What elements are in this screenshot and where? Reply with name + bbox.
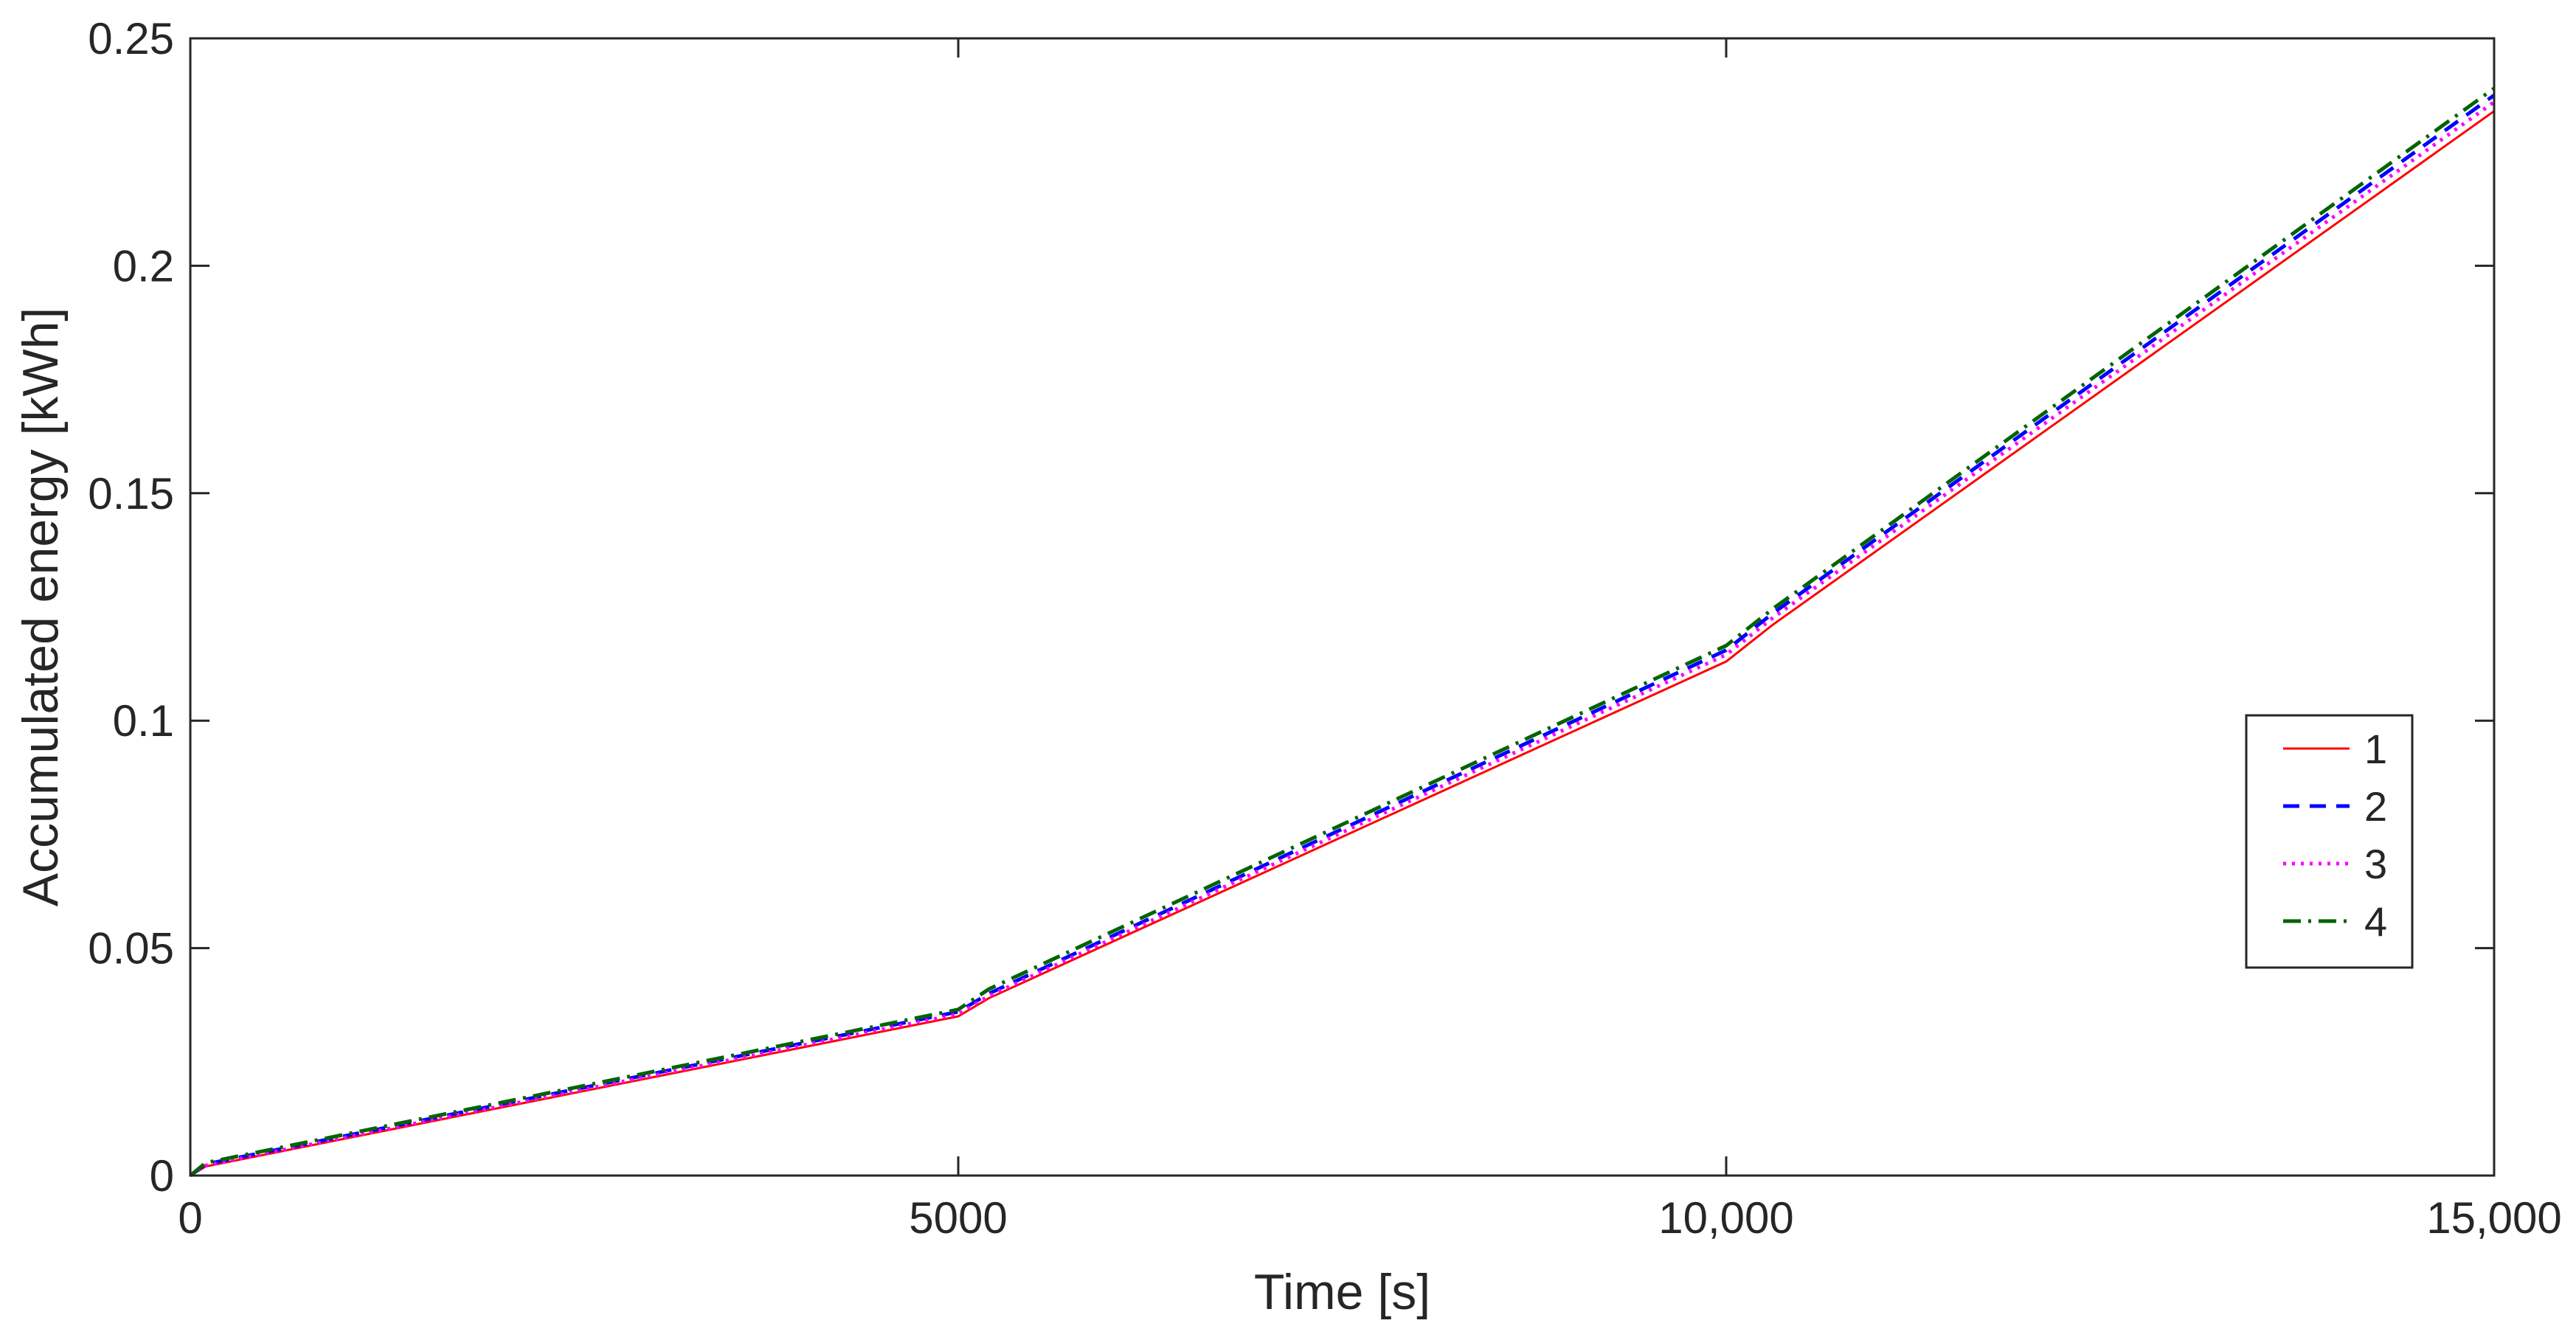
- series-line-1: [190, 110, 2495, 1177]
- x-tick-label: 10,000: [1658, 1193, 1794, 1243]
- y-tick-label: 0.2: [113, 241, 174, 291]
- y-tick-label: 0.1: [113, 696, 174, 746]
- plot-area-frame: [189, 37, 2496, 1177]
- x-axis-title: Time [s]: [1254, 1264, 1430, 1320]
- axis-ticks: 0 5000 10,000 15,000 0 0.05 0.1 0.15 0.2 0.25: [88, 14, 2562, 1243]
- y-axis-title: Accumulated energy [kWh]: [13, 308, 69, 907]
- legend-box: [2245, 714, 2414, 969]
- x-tick-label: 0: [178, 1193, 202, 1243]
- y-tick-label: 0.05: [88, 924, 174, 973]
- legend-label-2: 2: [2364, 783, 2387, 830]
- legend-label-1: 1: [2364, 726, 2387, 772]
- y-tick-label: 0: [150, 1151, 174, 1201]
- legend: 1 2 3 4: [2245, 714, 2414, 969]
- x-tick-label: 15,000: [2426, 1193, 2562, 1243]
- series-line-3: [189, 100, 2496, 1178]
- x-tick-label: 5000: [909, 1193, 1007, 1243]
- y-tick-label: 0.25: [88, 14, 174, 63]
- legend-label-3: 3: [2364, 841, 2387, 887]
- series-line-2: [189, 94, 2496, 1178]
- legend-label-4: 4: [2364, 898, 2387, 945]
- y-tick-label: 0.15: [88, 469, 174, 518]
- series-line-4: [189, 86, 2496, 1177]
- series-layer: [189, 86, 2496, 1178]
